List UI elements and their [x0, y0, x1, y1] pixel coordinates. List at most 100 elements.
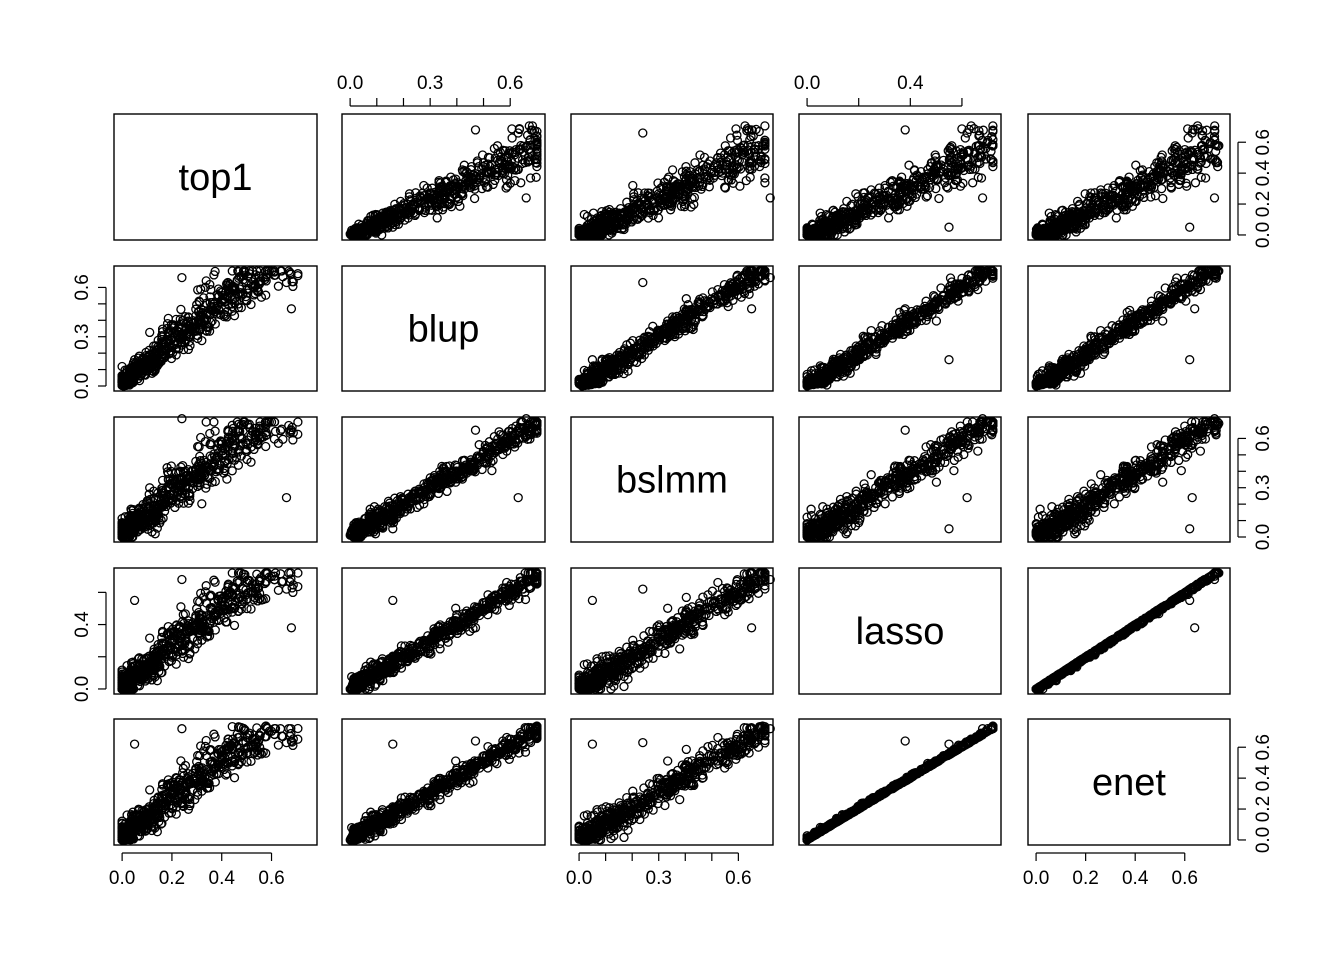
data-point	[1158, 316, 1168, 326]
data-point	[438, 193, 448, 203]
data-point	[526, 140, 536, 150]
data-point	[1158, 193, 1168, 204]
data-point	[751, 124, 761, 135]
data-point	[1185, 355, 1195, 365]
panel-frame	[341, 113, 546, 241]
panel-top1-vs-top1: top1	[113, 113, 318, 241]
variable-label-blup: blup	[408, 309, 480, 351]
data-point	[455, 201, 465, 211]
data-point	[480, 160, 490, 170]
data-point	[516, 140, 526, 151]
data-point	[746, 304, 757, 314]
data-point	[944, 222, 954, 232]
data-point	[1209, 193, 1220, 203]
data-point	[507, 133, 517, 143]
panel-top1-vs-blup	[341, 113, 546, 241]
data-point	[667, 165, 678, 175]
data-point	[883, 213, 894, 223]
data-point	[375, 224, 385, 234]
data-point	[409, 208, 419, 218]
data-point	[729, 146, 740, 156]
data-point	[393, 219, 404, 229]
data-point	[490, 175, 500, 186]
panel-blup-vs-enet	[1027, 265, 1231, 392]
data-point	[406, 196, 417, 206]
data-point	[502, 181, 513, 191]
data-point	[388, 222, 398, 232]
data-point	[375, 214, 385, 224]
data-point	[496, 152, 506, 162]
data-point	[944, 355, 954, 365]
data-point	[453, 196, 463, 207]
data-point	[365, 220, 375, 230]
panel-top1-vs-bslmm	[570, 113, 775, 241]
panel-blup-vs-blup: blup	[341, 265, 546, 392]
data-point	[532, 138, 542, 149]
data-point	[481, 182, 492, 192]
data-point	[145, 327, 155, 338]
data-point	[681, 166, 691, 176]
panel-blup-vs-bslmm	[570, 265, 775, 392]
data-point	[531, 172, 541, 182]
data-point	[273, 281, 284, 291]
data-point	[353, 230, 363, 240]
data-point	[532, 158, 542, 168]
panel-blup-vs-lasso	[798, 265, 1002, 392]
data-point	[501, 183, 511, 193]
data-point	[499, 169, 509, 179]
data-point	[527, 121, 538, 131]
data-point	[1131, 160, 1141, 170]
data-point	[1185, 222, 1195, 232]
data-point	[500, 160, 511, 170]
data-point	[525, 173, 536, 183]
data-point	[526, 125, 537, 135]
panel-frame	[570, 113, 774, 241]
data-point	[470, 125, 481, 135]
data-point	[404, 192, 414, 202]
data-point	[420, 205, 431, 216]
data-point	[760, 178, 770, 188]
data-point	[492, 141, 503, 151]
data-point	[286, 304, 297, 314]
data-point	[638, 128, 648, 138]
data-point	[507, 124, 517, 134]
data-point	[469, 193, 480, 204]
data-point	[690, 158, 700, 168]
data-point	[638, 277, 648, 288]
data-point	[376, 212, 386, 223]
data-point	[760, 121, 770, 131]
data-point	[437, 205, 448, 215]
data-point	[352, 226, 363, 237]
data-point	[689, 199, 699, 210]
data-point	[351, 227, 361, 237]
data-point	[904, 160, 914, 170]
data-point	[475, 171, 485, 181]
data-point	[176, 304, 186, 315]
panel-bslmm-vs-top1	[113, 414, 318, 543]
data-point	[261, 441, 271, 452]
data-point	[1156, 183, 1167, 194]
data-point	[516, 178, 526, 188]
data-point	[462, 171, 472, 182]
panel-top1-vs-lasso	[798, 113, 1002, 241]
panel-blup-vs-top1	[113, 265, 318, 392]
data-point	[399, 209, 410, 219]
data-point	[521, 193, 531, 203]
data-point	[388, 218, 398, 228]
data-point	[1190, 304, 1200, 314]
data-point	[1190, 178, 1201, 188]
data-point	[520, 157, 530, 168]
data-point	[515, 145, 525, 155]
data-point	[1111, 213, 1121, 223]
data-point	[415, 193, 426, 203]
data-point	[458, 181, 468, 192]
data-point	[500, 164, 511, 174]
data-point	[628, 180, 638, 191]
variable-label-top1: top1	[179, 157, 253, 199]
data-point	[513, 128, 523, 138]
data-point	[934, 193, 944, 204]
data-point	[419, 180, 429, 191]
data-point	[394, 203, 404, 213]
data-point	[432, 213, 442, 223]
